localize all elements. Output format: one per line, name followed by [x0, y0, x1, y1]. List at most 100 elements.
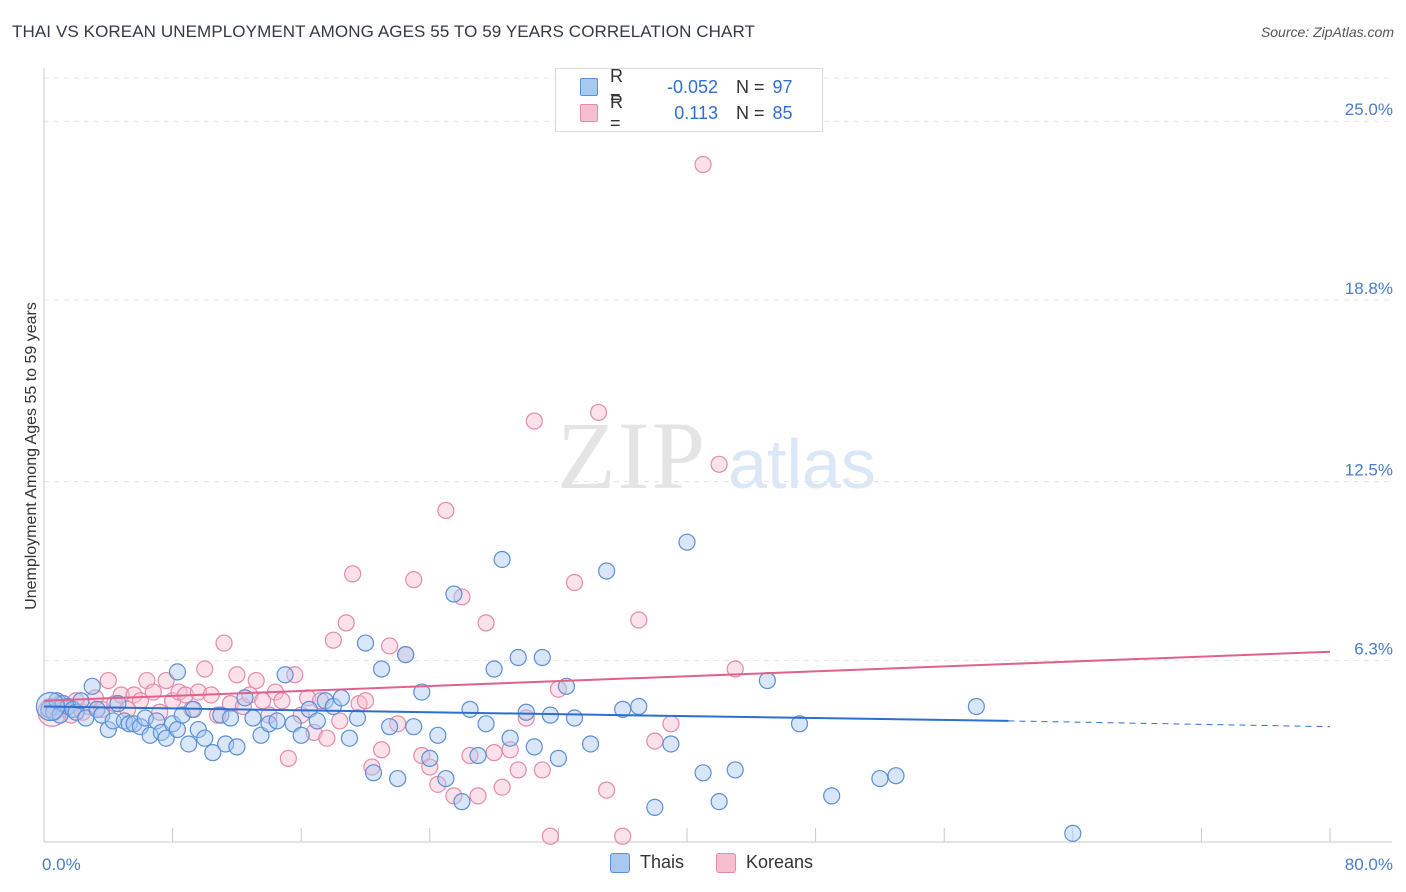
point-korean: [589, 403, 608, 422]
legend-n-value-koreans: 85: [772, 102, 793, 123]
point-korean: [157, 671, 175, 690]
gridlines: [44, 77, 1392, 661]
point-thai: [99, 720, 117, 739]
point-thai: [871, 769, 889, 788]
point-thai: [372, 660, 391, 678]
point-thai: [83, 677, 101, 695]
point-thai: [308, 712, 326, 730]
point-korean: [525, 412, 543, 430]
legend-item-koreans: Koreans: [716, 852, 813, 873]
point-thai: [115, 712, 133, 730]
point-thai: [381, 718, 399, 736]
point-korean: [221, 695, 240, 713]
point-thai: [646, 798, 664, 817]
watermark-zip: ZIP: [557, 402, 707, 509]
point-korean: [344, 565, 362, 583]
legend-row-thais: R = -0.052 N = 97: [580, 66, 793, 107]
point-korean: [356, 692, 375, 710]
point-korean: [437, 501, 455, 520]
chart-title: THAI VS KOREAN UNEMPLOYMENT AMONG AGES 5…: [12, 22, 756, 41]
point-thai: [189, 720, 207, 739]
point-korean: [273, 692, 291, 710]
point-korean: [477, 614, 495, 632]
point-thai: [168, 663, 187, 681]
point-thai: [204, 744, 222, 762]
legend-n-label: N =: [736, 76, 765, 97]
point-thai: [509, 648, 527, 667]
point-thai: [598, 562, 616, 580]
point-korean: [215, 634, 233, 652]
chart-source: Source: ZipAtlas.com: [1260, 24, 1394, 40]
legend-row-koreans: R = 0.113 N = 85: [580, 92, 793, 133]
point-korean: [318, 729, 336, 747]
point-korean: [541, 827, 559, 845]
point-thai: [244, 709, 262, 727]
point-thai: [212, 706, 230, 724]
point-thai: [405, 718, 423, 736]
correlation-legend: R = -0.052 N = 97 R = 0.113 N = 85: [555, 66, 823, 133]
point-thai: [678, 533, 696, 551]
point-thai: [348, 709, 367, 727]
legend-swatch-koreans: [716, 852, 737, 873]
point-korean: [372, 741, 391, 759]
point-thai: [221, 709, 240, 727]
point-thai: [228, 738, 246, 756]
point-thai: [493, 550, 511, 569]
point-korean: [324, 631, 342, 649]
point-thai: [581, 735, 600, 753]
point-thai: [630, 697, 648, 716]
legend-r-label: R =: [610, 92, 623, 133]
watermark-atlas: atlas: [728, 425, 876, 503]
point-korean: [509, 761, 527, 779]
legend-label-thais: Thais: [640, 852, 685, 872]
y-tick-labels: 6.3% 12.5% 18.8% 25.0%: [1345, 100, 1393, 658]
legend-r-value-koreans: 0.113: [674, 102, 718, 123]
point-thai: [136, 709, 154, 727]
y-tick-label: 12.5%: [1345, 461, 1393, 480]
point-thai: [662, 735, 680, 753]
point-korean: [710, 455, 728, 473]
point-thai: [120, 715, 138, 733]
point-thai: [549, 749, 568, 767]
point-thai: [437, 769, 455, 788]
y-axis-label: Unemployment Among Ages 55 to 59 years: [23, 302, 40, 610]
y-tick-label: 18.8%: [1345, 279, 1393, 298]
point-thai: [131, 718, 150, 736]
y-tick-label: 25.0%: [1345, 100, 1393, 119]
point-korean: [405, 571, 423, 589]
point-thai: [292, 726, 310, 744]
point-thai: [389, 769, 407, 788]
point-korean: [247, 671, 265, 690]
point-thai: [533, 648, 551, 667]
legend-n-label: N =: [736, 102, 765, 123]
point-korean: [189, 683, 207, 701]
point-thai: [517, 703, 535, 721]
point-thai: [180, 735, 198, 753]
point-thai: [340, 729, 359, 747]
point-thai: [694, 764, 712, 782]
point-thai: [557, 677, 576, 695]
point-thai: [485, 660, 503, 678]
point-korean: [469, 787, 487, 805]
point-korean: [337, 614, 355, 632]
point-korean: [630, 611, 648, 629]
legend-r-label: R =: [610, 66, 623, 107]
point-korean: [421, 758, 439, 776]
point-thai: [525, 738, 543, 756]
point-thai: [453, 793, 471, 811]
point-thai: [469, 746, 487, 765]
point-korean: [694, 155, 712, 174]
point-korean: [331, 712, 349, 730]
trend-line-koreans: [43, 650, 1331, 702]
legend-n-value-thais: 97: [772, 76, 793, 97]
point-korean: [381, 637, 399, 655]
legend-item-thais: Thais: [610, 852, 684, 873]
point-thai: [790, 715, 809, 733]
point-thai: [710, 793, 728, 811]
legend-label-koreans: Koreans: [746, 852, 814, 872]
point-thai: [477, 715, 495, 733]
trend-line-thais-extension: [1008, 720, 1331, 728]
point-korean: [533, 761, 551, 779]
point-thai: [429, 726, 447, 744]
